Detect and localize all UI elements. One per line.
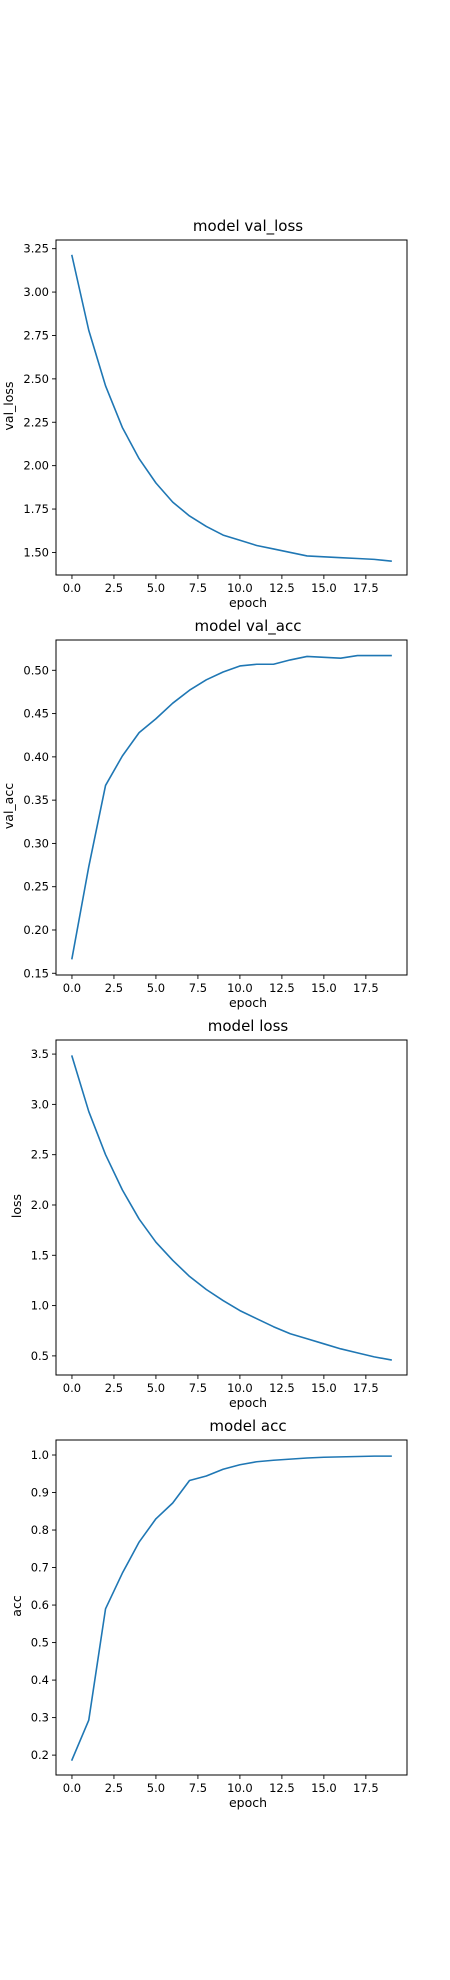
y-tick-label: 0.8 <box>31 1523 49 1537</box>
x-tick-label: 5.0 <box>147 581 165 595</box>
x-tick-label: 7.5 <box>189 1381 207 1395</box>
y-tick-label: 1.0 <box>31 1299 49 1313</box>
x-tick-label: 0.0 <box>63 1781 81 1795</box>
x-tick-label: 17.5 <box>353 981 379 995</box>
x-tick-label: 15.0 <box>311 1781 337 1795</box>
y-tick-label: 0.50 <box>23 663 49 677</box>
y-tick-label: 0.5 <box>31 1636 49 1650</box>
x-tick-label: 17.5 <box>353 1781 379 1795</box>
y-tick-label: 2.25 <box>23 415 49 429</box>
axes-frame <box>55 1439 408 1776</box>
x-tick-label: 10.0 <box>227 1381 253 1395</box>
subplot-title: model val_acc <box>195 617 302 636</box>
x-axis-label: epoch <box>229 595 267 610</box>
y-tick-label: 3.5 <box>31 1047 49 1061</box>
y-tick-label: 2.75 <box>23 328 49 342</box>
y-tick-label: 2.50 <box>23 372 49 386</box>
x-tick-label: 7.5 <box>189 981 207 995</box>
x-tick-label: 10.0 <box>227 981 253 995</box>
x-tick-label: 10.0 <box>227 1781 253 1795</box>
y-tick-label: 0.6 <box>31 1598 49 1612</box>
axes-frame <box>55 1039 408 1376</box>
y-axis-label: acc <box>9 1595 24 1617</box>
subplot-title: model val_loss <box>193 217 303 236</box>
val-loss-subplot: model val_loss 0.0 2.5 5.0 7.5 10.0 12.5 15.0 1… <box>1 217 408 610</box>
axes-frame <box>55 239 408 576</box>
y-tick-label: 0.45 <box>23 707 49 721</box>
x-tick-label: 15.0 <box>311 981 337 995</box>
x-tick-label: 12.5 <box>269 1381 295 1395</box>
x-tick-label: 0.0 <box>63 1381 81 1395</box>
y-tick-label: 0.40 <box>23 750 49 764</box>
y-tick-label: 1.5 <box>31 1248 49 1262</box>
y-tick-label: 1.50 <box>23 545 49 559</box>
acc-subplot: model acc 0.0 2.5 5.0 7.5 10.0 12.5 15.0 17.5 0.… <box>9 1417 408 1810</box>
x-tick-label: 5.0 <box>147 1381 165 1395</box>
y-tick-label: 0.25 <box>23 880 49 894</box>
y-tick-label: 1.75 <box>23 502 49 516</box>
y-tick-label: 0.7 <box>31 1561 49 1575</box>
y-tick-label: 3.25 <box>23 242 49 256</box>
y-tick-label: 0.4 <box>31 1673 49 1687</box>
y-tick-label: 3.0 <box>31 1097 49 1111</box>
x-tick-label: 17.5 <box>353 1381 379 1395</box>
y-tick-label: 0.30 <box>23 836 49 850</box>
x-tick-label: 17.5 <box>353 581 379 595</box>
x-tick-label: 12.5 <box>269 981 295 995</box>
series-line <box>70 1455 392 1762</box>
y-tick-label: 1.0 <box>31 1448 49 1462</box>
x-tick-label: 2.5 <box>105 581 123 595</box>
y-tick-label: 0.9 <box>31 1486 49 1500</box>
x-tick-label: 2.5 <box>105 981 123 995</box>
y-tick-label: 0.35 <box>23 793 49 807</box>
x-tick-label: 0.0 <box>63 981 81 995</box>
x-axis-label: epoch <box>229 1795 267 1810</box>
y-axis-label: loss <box>9 1194 24 1218</box>
x-tick-label: 2.5 <box>105 1781 123 1795</box>
y-axis-label: val_loss <box>1 382 16 431</box>
x-tick-label: 0.0 <box>63 581 81 595</box>
x-tick-label: 2.5 <box>105 1381 123 1395</box>
x-axis-label: epoch <box>229 995 267 1010</box>
y-tick-label: 0.3 <box>31 1711 49 1725</box>
x-tick-label: 7.5 <box>189 1781 207 1795</box>
axes-frame <box>55 639 408 976</box>
y-tick-label: 0.15 <box>23 966 49 980</box>
x-tick-label: 15.0 <box>311 1381 337 1395</box>
y-tick-label: 2.0 <box>31 1198 49 1212</box>
series-line <box>71 654 392 960</box>
y-axis-label: val_acc <box>1 783 16 829</box>
subplot-title: model acc <box>209 1417 286 1435</box>
y-tick-label: 0.2 <box>31 1748 49 1762</box>
x-axis-label: epoch <box>229 1395 267 1410</box>
x-tick-label: 5.0 <box>147 981 165 995</box>
y-tick-label: 3.00 <box>23 285 49 299</box>
subplot-title: model loss <box>208 1017 289 1035</box>
x-tick-label: 12.5 <box>269 581 295 595</box>
y-tick-label: 0.20 <box>23 923 49 937</box>
y-tick-label: 2.00 <box>23 459 49 473</box>
x-tick-label: 10.0 <box>227 581 253 595</box>
x-tick-label: 7.5 <box>189 581 207 595</box>
y-tick-label: 2.5 <box>31 1148 49 1162</box>
x-tick-label: 5.0 <box>147 1781 165 1795</box>
series-line <box>70 254 392 562</box>
x-tick-label: 12.5 <box>269 1781 295 1795</box>
y-tick-label: 0.5 <box>31 1349 49 1363</box>
loss-subplot: model loss 0.0 2.5 5.0 7.5 10.0 12.5 15.0 17.5 0… <box>9 1017 408 1410</box>
val-acc-subplot: model val_acc 0.0 2.5 5.0 7.5 10.0 12.5 15.0 17… <box>1 617 408 1010</box>
series-line <box>70 1055 392 1361</box>
x-tick-label: 15.0 <box>311 581 337 595</box>
